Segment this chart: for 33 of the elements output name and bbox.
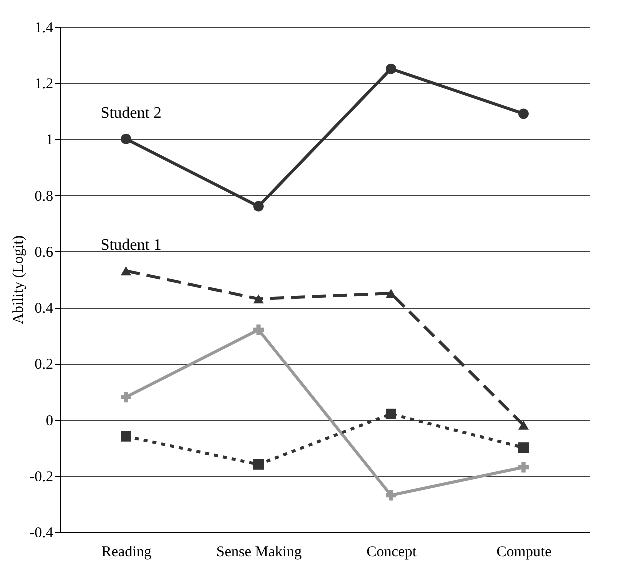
point: [254, 294, 264, 304]
y-tick-label: 0.8: [34, 188, 54, 205]
y-axis-title: Ability (Logit): [10, 236, 27, 324]
series-label: Student 1: [100, 237, 162, 254]
point: [254, 324, 264, 336]
x-tick-label: Concept: [366, 544, 418, 560]
x-tick-label: Reading: [102, 544, 152, 560]
y-tick-label: 0.4: [34, 301, 54, 318]
y-tick-label: 0: [46, 413, 54, 430]
y-tick-label: -0.4: [30, 526, 54, 542]
point: [386, 408, 396, 420]
point: [518, 108, 529, 120]
x-tick-label: Sense Making: [216, 544, 302, 560]
point: [254, 459, 264, 470]
point: [121, 134, 132, 144]
point: [121, 266, 132, 276]
point: [254, 201, 264, 212]
y-tick-label: -0.2: [30, 469, 54, 486]
x-tick-label: Compute: [496, 544, 552, 560]
y-tick-label: 0.6: [34, 244, 54, 261]
point: [121, 392, 132, 403]
series-label: Student 2: [100, 105, 162, 122]
y-tick-label: 1: [46, 132, 54, 149]
point: [518, 442, 529, 454]
point: [386, 490, 396, 501]
y-tick-label: 0.2: [34, 357, 54, 374]
point: [518, 420, 529, 430]
point: [518, 462, 529, 473]
point: [386, 288, 396, 298]
point: [121, 431, 132, 442]
point: [386, 64, 396, 74]
y-tick-label: 1.4: [34, 20, 54, 36]
y-tick-label: 1.2: [34, 76, 54, 93]
